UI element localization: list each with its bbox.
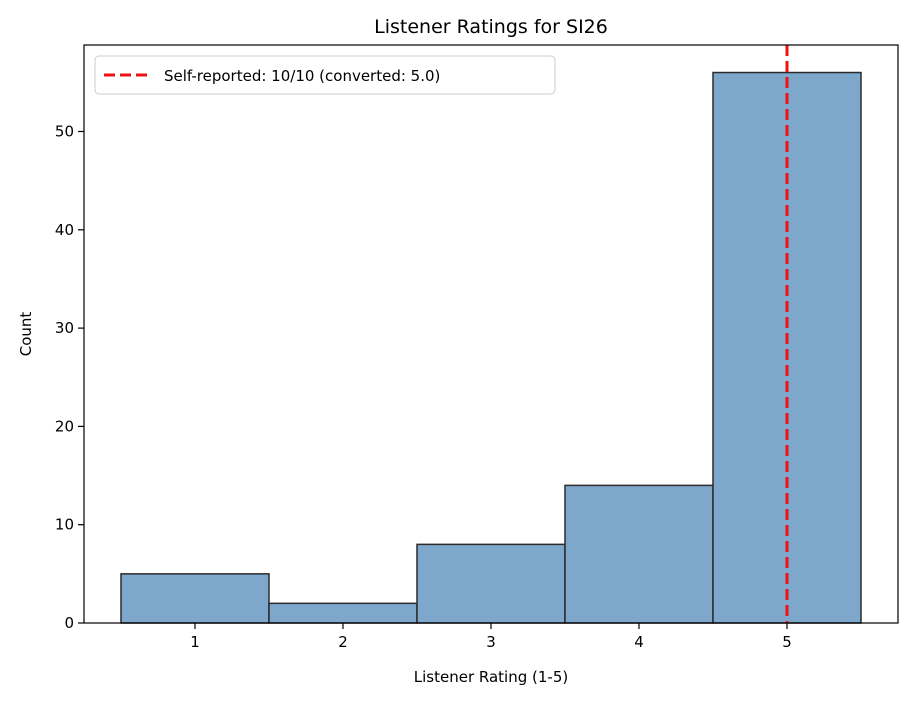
bar-rating-2 [268, 602, 418, 624]
plot-frame [83, 44, 899, 624]
legend-label: Self-reported: 10/10 (converted: 5.0) [164, 67, 440, 85]
y-tick-label: 0 [64, 614, 74, 632]
chart-title: Listener Ratings for SI26 [374, 16, 608, 38]
legend: Self-reported: 10/10 (converted: 5.0) [94, 55, 556, 95]
x-tick-label: 2 [338, 633, 348, 651]
bar-rating-3 [416, 543, 566, 624]
bar-rating-5 [712, 71, 862, 624]
y-tick-label: 40 [55, 221, 74, 239]
x-axis-label: Listener Rating (1-5) [414, 668, 568, 686]
legend-box [94, 55, 556, 95]
bar-rating-4 [564, 484, 714, 624]
y-axis-label: Count [17, 312, 35, 357]
y-tick-label: 50 [55, 123, 74, 141]
x-axis-ticks: 1 2 3 4 5 [190, 623, 792, 651]
y-tick-label: 30 [55, 319, 74, 337]
y-axis-ticks: 0 10 20 30 40 50 [55, 123, 84, 632]
y-tick-label: 10 [55, 516, 74, 534]
x-tick-label: 1 [190, 633, 200, 651]
x-tick-label: 4 [634, 633, 644, 651]
x-tick-label: 5 [782, 633, 792, 651]
bar-rating-1 [120, 573, 270, 624]
bars-group [120, 71, 862, 624]
x-tick-label: 3 [486, 633, 496, 651]
y-tick-label: 20 [55, 417, 74, 435]
